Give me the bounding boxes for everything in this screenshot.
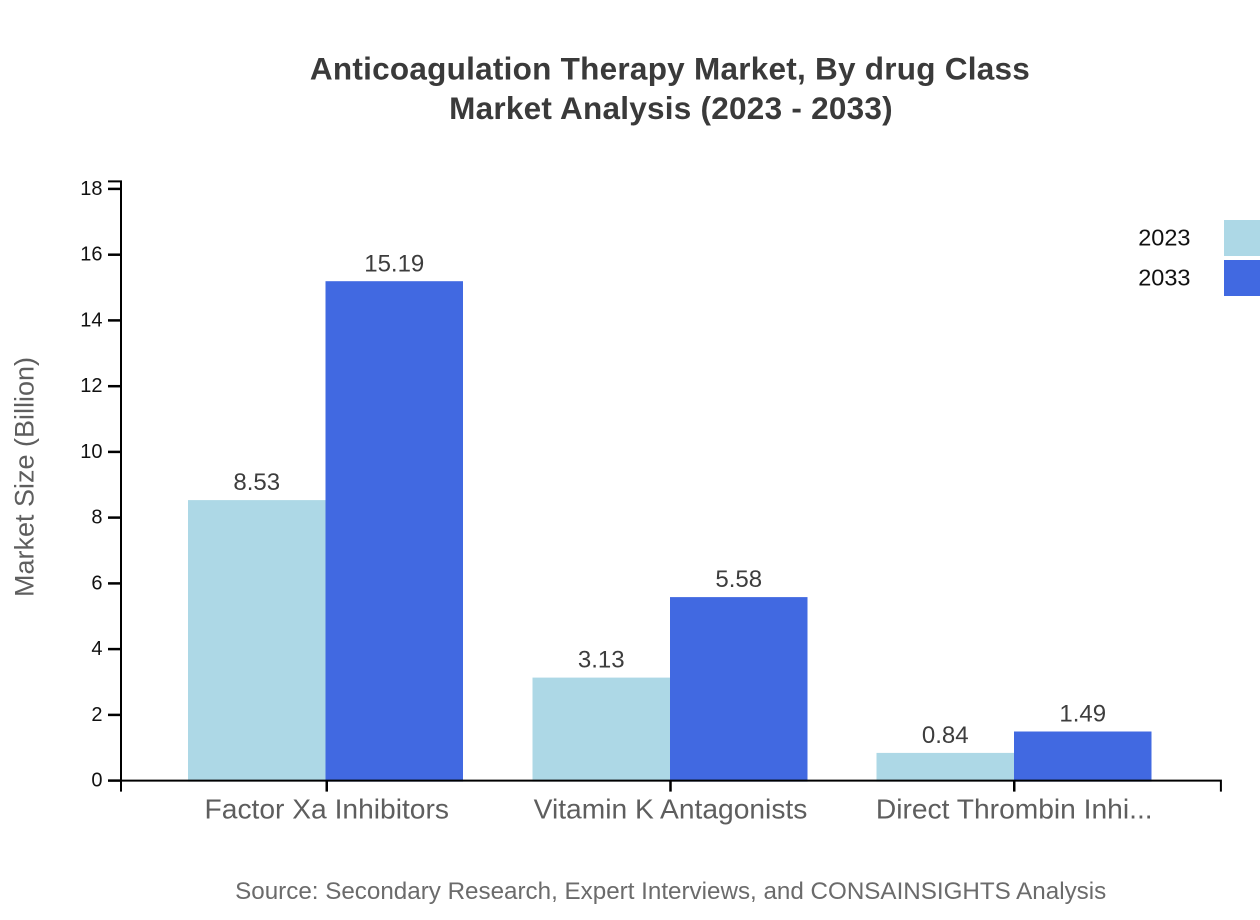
svg-text:15.19: 15.19 bbox=[364, 250, 424, 277]
svg-text:5.58: 5.58 bbox=[715, 566, 762, 593]
svg-text:Vitamin K Antagonists: Vitamin K Antagonists bbox=[534, 793, 808, 825]
svg-text:8: 8 bbox=[91, 507, 102, 529]
svg-text:18: 18 bbox=[80, 178, 102, 200]
svg-text:16: 16 bbox=[80, 244, 102, 266]
svg-text:4: 4 bbox=[91, 638, 102, 660]
svg-text:6: 6 bbox=[91, 572, 102, 594]
svg-text:12: 12 bbox=[80, 375, 102, 397]
svg-text:2023: 2023 bbox=[1138, 225, 1190, 251]
svg-text:1.49: 1.49 bbox=[1059, 701, 1106, 728]
svg-text:Factor Xa Inhibitors: Factor Xa Inhibitors bbox=[205, 793, 449, 825]
svg-text:Direct Thrombin Inhi...: Direct Thrombin Inhi... bbox=[876, 793, 1153, 825]
svg-text:Market Analysis (2023 - 2033): Market Analysis (2023 - 2033) bbox=[449, 90, 893, 126]
svg-text:Source: Secondary Research, Ex: Source: Secondary Research, Expert Inter… bbox=[235, 878, 1106, 905]
svg-text:Market Size (Billion): Market Size (Billion) bbox=[10, 357, 40, 597]
svg-text:2033: 2033 bbox=[1138, 265, 1190, 291]
svg-text:0: 0 bbox=[91, 770, 102, 792]
svg-text:14: 14 bbox=[80, 309, 102, 331]
svg-text:Anticoagulation Therapy Market: Anticoagulation Therapy Market, By drug … bbox=[310, 51, 1030, 87]
svg-text:2: 2 bbox=[91, 704, 102, 726]
svg-text:0.84: 0.84 bbox=[922, 722, 969, 749]
svg-text:3.13: 3.13 bbox=[578, 647, 625, 674]
svg-text:8.53: 8.53 bbox=[233, 469, 280, 496]
svg-text:10: 10 bbox=[80, 441, 102, 463]
